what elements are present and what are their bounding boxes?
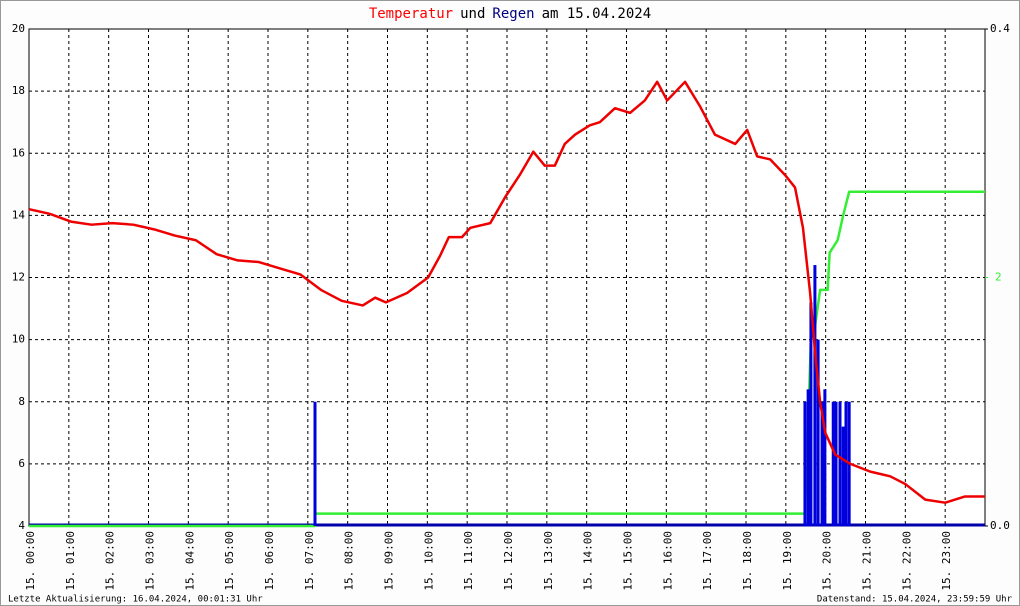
bar bbox=[844, 401, 848, 526]
bar bbox=[809, 302, 813, 526]
x-tick-label: 15. 18:00 bbox=[741, 531, 754, 591]
y2-tick-label: 0.4 bbox=[990, 22, 1010, 35]
y-tick-label: 6 bbox=[18, 457, 25, 470]
y-tick-label: 4 bbox=[18, 519, 25, 532]
x-tick-label: 15. 20:00 bbox=[821, 531, 834, 591]
x-tick-label: 15. 03:00 bbox=[144, 531, 157, 591]
x-tick-label: 15. 02:00 bbox=[104, 531, 117, 591]
x-tick-label: 15. 14:00 bbox=[582, 531, 595, 591]
y3-tick-label: 2 bbox=[995, 271, 1002, 284]
title-part: Regen bbox=[492, 6, 534, 22]
bar bbox=[841, 426, 845, 526]
x-tick-label: 15. 08:00 bbox=[343, 531, 356, 591]
bar bbox=[803, 401, 807, 526]
x-tick-label: 15. 15:00 bbox=[622, 531, 635, 591]
x-tick-label: 15. 16:00 bbox=[661, 531, 674, 591]
bar bbox=[313, 401, 317, 526]
x-tick-label: 15. 11:00 bbox=[462, 531, 475, 591]
y-tick-label: 16 bbox=[12, 146, 25, 159]
chart-title: Temperatur und Regen am 15.04.2024 bbox=[369, 6, 651, 22]
x-tick-label: 15. 10:00 bbox=[422, 531, 435, 591]
line bbox=[28, 80, 985, 504]
x-tick-label: 15. 17:00 bbox=[701, 531, 714, 591]
x-tick-label: 15. 12:00 bbox=[502, 531, 515, 591]
y-tick-label: 18 bbox=[12, 84, 25, 97]
x-tick-label: 15. 22:00 bbox=[900, 531, 913, 591]
bar bbox=[816, 339, 820, 526]
y-tick-label: 8 bbox=[18, 395, 25, 408]
x-tick-label: 15. 19:00 bbox=[781, 531, 794, 591]
x-tick-label: 15. 06:00 bbox=[263, 531, 276, 591]
footer-left: Letzte Aktualisierung: 16.04.2024, 00:01… bbox=[8, 595, 263, 605]
x-tick-label: 15. 09:00 bbox=[383, 531, 396, 591]
x-tick-label: 15. 04:00 bbox=[183, 531, 196, 591]
bar bbox=[838, 401, 842, 526]
footer-right: Datenstand: 15.04.2024, 23:59:59 Uhr bbox=[817, 595, 1013, 605]
bar bbox=[820, 401, 824, 526]
bar bbox=[834, 401, 838, 526]
x-tick-label: 15. 01:00 bbox=[64, 531, 77, 591]
y-tick-label: 20 bbox=[12, 22, 25, 35]
x-tick-label: 15. 13:00 bbox=[542, 531, 555, 591]
y2-tick-label: 0.0 bbox=[990, 519, 1010, 532]
x-tick-label: 15. 05:00 bbox=[223, 531, 236, 591]
y-tick-label: 12 bbox=[12, 271, 25, 284]
title-part: Temperatur bbox=[369, 6, 453, 22]
title-part: am 15.04.2024 bbox=[542, 6, 652, 22]
x-tick-label: 15. 00:00 bbox=[24, 531, 37, 591]
x-tick-label: 15. 07:00 bbox=[303, 531, 316, 591]
bar bbox=[806, 389, 810, 526]
x-tick-label: 15. 23:00 bbox=[940, 531, 953, 591]
y-tick-label: 10 bbox=[12, 333, 25, 346]
bar bbox=[831, 401, 835, 526]
x-tick-label: 15. 21:00 bbox=[861, 531, 874, 591]
title-part: und bbox=[460, 6, 485, 22]
bar bbox=[823, 389, 827, 526]
bar bbox=[813, 265, 817, 526]
y-tick-label: 14 bbox=[12, 208, 26, 221]
